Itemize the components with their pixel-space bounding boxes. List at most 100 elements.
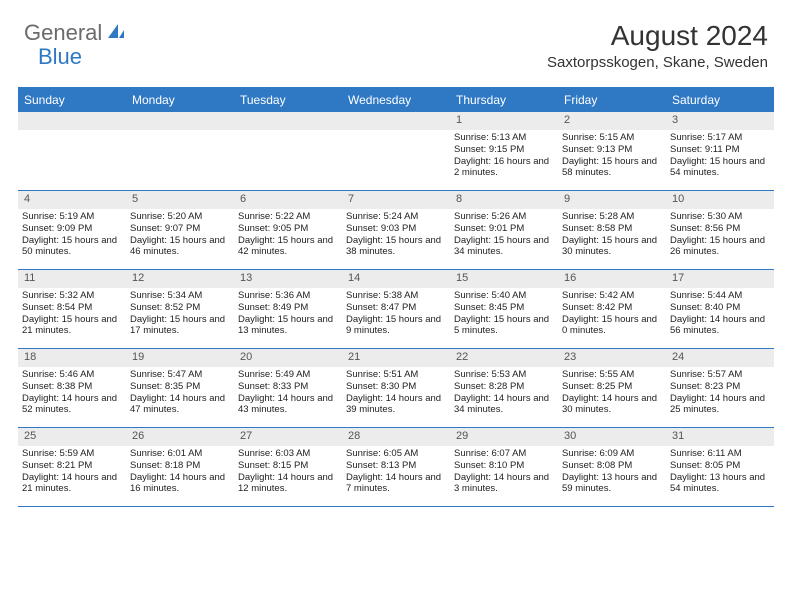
logo-text-general: General (24, 20, 102, 46)
logo-sail-icon (106, 22, 126, 45)
calendar: SundayMondayTuesdayWednesdayThursdayFrid… (18, 87, 774, 507)
sunrise-line: Sunrise: 5:20 AM (130, 211, 230, 223)
calendar-empty-cell (234, 112, 342, 190)
sunrise-line: Sunrise: 5:47 AM (130, 369, 230, 381)
day-number: 11 (18, 270, 126, 288)
sunrise-line: Sunrise: 5:46 AM (22, 369, 122, 381)
sunset-line: Sunset: 8:42 PM (562, 302, 662, 314)
calendar-day: 7Sunrise: 5:24 AMSunset: 9:03 PMDaylight… (342, 191, 450, 269)
empty-day-strip (342, 112, 450, 130)
calendar-day: 18Sunrise: 5:46 AMSunset: 8:38 PMDayligh… (18, 349, 126, 427)
sunrise-line: Sunrise: 5:42 AM (562, 290, 662, 302)
sunset-line: Sunset: 8:05 PM (670, 460, 770, 472)
day-header: Tuesday (234, 89, 342, 112)
daylight-line: Daylight: 14 hours and 25 minutes. (670, 393, 770, 417)
day-number: 4 (18, 191, 126, 209)
sunset-line: Sunset: 9:05 PM (238, 223, 338, 235)
day-number: 22 (450, 349, 558, 367)
daylight-line: Daylight: 15 hours and 26 minutes. (670, 235, 770, 259)
calendar-day: 19Sunrise: 5:47 AMSunset: 8:35 PMDayligh… (126, 349, 234, 427)
sunset-line: Sunset: 9:03 PM (346, 223, 446, 235)
daylight-line: Daylight: 14 hours and 12 minutes. (238, 472, 338, 496)
day-number: 1 (450, 112, 558, 130)
daylight-line: Daylight: 14 hours and 16 minutes. (130, 472, 230, 496)
sunrise-line: Sunrise: 5:36 AM (238, 290, 338, 302)
calendar-week: 18Sunrise: 5:46 AMSunset: 8:38 PMDayligh… (18, 349, 774, 428)
sunset-line: Sunset: 9:09 PM (22, 223, 122, 235)
sunrise-line: Sunrise: 5:49 AM (238, 369, 338, 381)
sunset-line: Sunset: 8:52 PM (130, 302, 230, 314)
day-number: 28 (342, 428, 450, 446)
calendar-day: 28Sunrise: 6:05 AMSunset: 8:13 PMDayligh… (342, 428, 450, 506)
daylight-line: Daylight: 14 hours and 7 minutes. (346, 472, 446, 496)
daylight-line: Daylight: 13 hours and 59 minutes. (562, 472, 662, 496)
daylight-line: Daylight: 15 hours and 30 minutes. (562, 235, 662, 259)
calendar-week: 1Sunrise: 5:13 AMSunset: 9:15 PMDaylight… (18, 112, 774, 191)
calendar-day: 2Sunrise: 5:15 AMSunset: 9:13 PMDaylight… (558, 112, 666, 190)
sunrise-line: Sunrise: 6:03 AM (238, 448, 338, 460)
day-number: 25 (18, 428, 126, 446)
sunrise-line: Sunrise: 5:55 AM (562, 369, 662, 381)
sunset-line: Sunset: 8:10 PM (454, 460, 554, 472)
calendar-empty-cell (18, 112, 126, 190)
page-title: August 2024 (547, 20, 768, 52)
sunrise-line: Sunrise: 5:17 AM (670, 132, 770, 144)
empty-day-strip (126, 112, 234, 130)
calendar-week: 4Sunrise: 5:19 AMSunset: 9:09 PMDaylight… (18, 191, 774, 270)
calendar-day: 1Sunrise: 5:13 AMSunset: 9:15 PMDaylight… (450, 112, 558, 190)
daylight-line: Daylight: 15 hours and 34 minutes. (454, 235, 554, 259)
calendar-day: 6Sunrise: 5:22 AMSunset: 9:05 PMDaylight… (234, 191, 342, 269)
sunrise-line: Sunrise: 5:38 AM (346, 290, 446, 302)
calendar-day: 14Sunrise: 5:38 AMSunset: 8:47 PMDayligh… (342, 270, 450, 348)
day-number: 31 (666, 428, 774, 446)
daylight-line: Daylight: 15 hours and 50 minutes. (22, 235, 122, 259)
day-number: 27 (234, 428, 342, 446)
day-number: 6 (234, 191, 342, 209)
sunrise-line: Sunrise: 6:01 AM (130, 448, 230, 460)
calendar-empty-cell (342, 112, 450, 190)
day-number: 30 (558, 428, 666, 446)
daylight-line: Daylight: 15 hours and 13 minutes. (238, 314, 338, 338)
day-header: Thursday (450, 89, 558, 112)
sunset-line: Sunset: 9:15 PM (454, 144, 554, 156)
daylight-line: Daylight: 15 hours and 9 minutes. (346, 314, 446, 338)
sunset-line: Sunset: 8:33 PM (238, 381, 338, 393)
daylight-line: Daylight: 15 hours and 21 minutes. (22, 314, 122, 338)
daylight-line: Daylight: 14 hours and 52 minutes. (22, 393, 122, 417)
sunrise-line: Sunrise: 5:30 AM (670, 211, 770, 223)
sunset-line: Sunset: 8:47 PM (346, 302, 446, 314)
daylight-line: Daylight: 14 hours and 3 minutes. (454, 472, 554, 496)
day-number: 9 (558, 191, 666, 209)
sunrise-line: Sunrise: 5:24 AM (346, 211, 446, 223)
calendar-empty-cell (126, 112, 234, 190)
sunset-line: Sunset: 8:25 PM (562, 381, 662, 393)
day-number: 18 (18, 349, 126, 367)
header: General Blue August 2024 Saxtorpsskogen,… (0, 0, 792, 79)
day-number: 3 (666, 112, 774, 130)
calendar-week: 25Sunrise: 5:59 AMSunset: 8:21 PMDayligh… (18, 428, 774, 507)
sunrise-line: Sunrise: 5:22 AM (238, 211, 338, 223)
calendar-week: 11Sunrise: 5:32 AMSunset: 8:54 PMDayligh… (18, 270, 774, 349)
daylight-line: Daylight: 14 hours and 43 minutes. (238, 393, 338, 417)
sunset-line: Sunset: 8:35 PM (130, 381, 230, 393)
logo: General Blue (24, 20, 128, 46)
calendar-day: 17Sunrise: 5:44 AMSunset: 8:40 PMDayligh… (666, 270, 774, 348)
daylight-line: Daylight: 14 hours and 56 minutes. (670, 314, 770, 338)
day-number: 5 (126, 191, 234, 209)
sunrise-line: Sunrise: 6:11 AM (670, 448, 770, 460)
sunrise-line: Sunrise: 5:53 AM (454, 369, 554, 381)
day-header: Friday (558, 89, 666, 112)
sunset-line: Sunset: 9:11 PM (670, 144, 770, 156)
day-number: 10 (666, 191, 774, 209)
day-number: 2 (558, 112, 666, 130)
sunset-line: Sunset: 8:54 PM (22, 302, 122, 314)
day-header: Monday (126, 89, 234, 112)
header-right: August 2024 Saxtorpsskogen, Skane, Swede… (547, 20, 768, 71)
sunrise-line: Sunrise: 5:26 AM (454, 211, 554, 223)
sunset-line: Sunset: 8:49 PM (238, 302, 338, 314)
day-number: 29 (450, 428, 558, 446)
day-number: 13 (234, 270, 342, 288)
daylight-line: Daylight: 16 hours and 2 minutes. (454, 156, 554, 180)
sunset-line: Sunset: 9:13 PM (562, 144, 662, 156)
calendar-day: 9Sunrise: 5:28 AMSunset: 8:58 PMDaylight… (558, 191, 666, 269)
